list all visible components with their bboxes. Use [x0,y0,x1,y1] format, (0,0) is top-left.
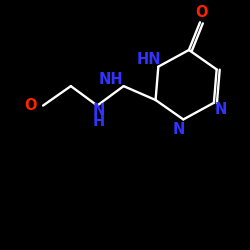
Text: O: O [195,5,208,20]
Text: H: H [92,114,105,129]
Text: O: O [24,98,37,113]
Text: N: N [173,122,185,137]
Text: N: N [215,102,227,117]
Text: NH: NH [99,72,124,87]
Text: N: N [92,103,105,118]
Text: HN: HN [136,52,161,67]
